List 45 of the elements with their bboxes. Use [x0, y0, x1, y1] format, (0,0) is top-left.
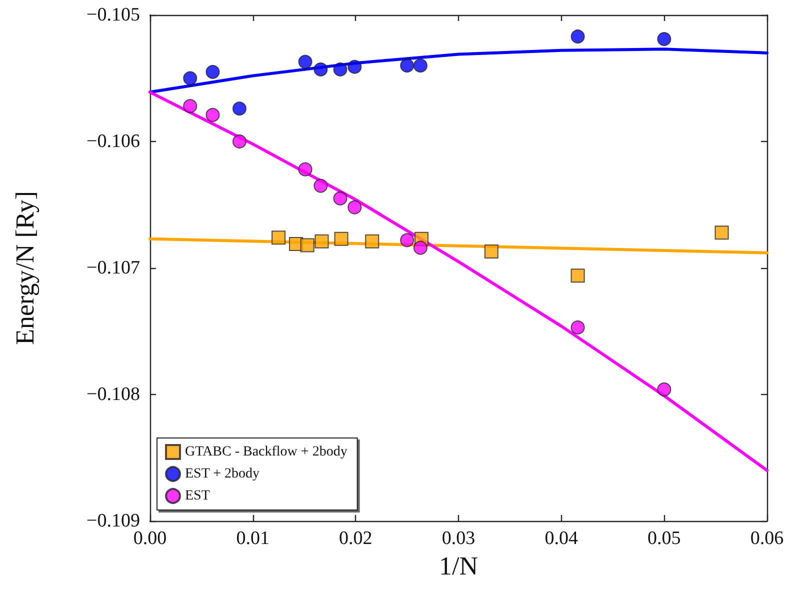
point — [657, 32, 672, 46]
point — [348, 60, 362, 74]
x-tick-label: 0.05 — [648, 528, 681, 549]
point — [314, 234, 329, 248]
point — [570, 320, 585, 334]
point — [232, 134, 246, 148]
y-tick-label: −0.107 — [86, 258, 140, 278]
point — [314, 62, 328, 76]
point — [314, 178, 328, 193]
point — [400, 58, 414, 73]
point — [714, 226, 729, 240]
point — [272, 230, 286, 245]
x-tick-label: 0.03 — [442, 528, 476, 549]
x-tick-label: 0.02 — [339, 528, 372, 549]
y-tick-label: −0.108 — [86, 384, 140, 405]
point — [657, 382, 672, 396]
point — [298, 162, 312, 176]
legend-label: GTABC - Backflow + 2body — [185, 444, 348, 460]
point — [183, 71, 198, 86]
point — [298, 54, 312, 69]
y-tick-label: −0.106 — [86, 131, 140, 152]
point — [333, 191, 348, 206]
point — [206, 64, 220, 79]
point — [484, 244, 498, 259]
y-tick-label: −0.105 — [86, 4, 140, 26]
point — [333, 62, 348, 76]
point — [348, 200, 362, 214]
point — [413, 58, 428, 73]
point — [232, 102, 246, 116]
point — [183, 99, 198, 114]
point — [365, 234, 380, 248]
legend-label: EST — [185, 488, 210, 504]
y-axis-title: Energy/N [Ry] — [10, 191, 40, 345]
x-tick-label: 0.01 — [236, 528, 270, 549]
point — [300, 238, 314, 252]
legend-label: EST + 2body — [185, 466, 260, 482]
point — [413, 240, 428, 255]
point — [334, 232, 348, 246]
x-tick-label: 0.06 — [750, 528, 784, 549]
point — [570, 268, 585, 283]
point — [570, 30, 585, 44]
x-axis-title: 1/N — [439, 552, 478, 580]
point — [400, 233, 414, 248]
x-tick-label: 0.04 — [544, 528, 578, 549]
point — [206, 108, 220, 122]
